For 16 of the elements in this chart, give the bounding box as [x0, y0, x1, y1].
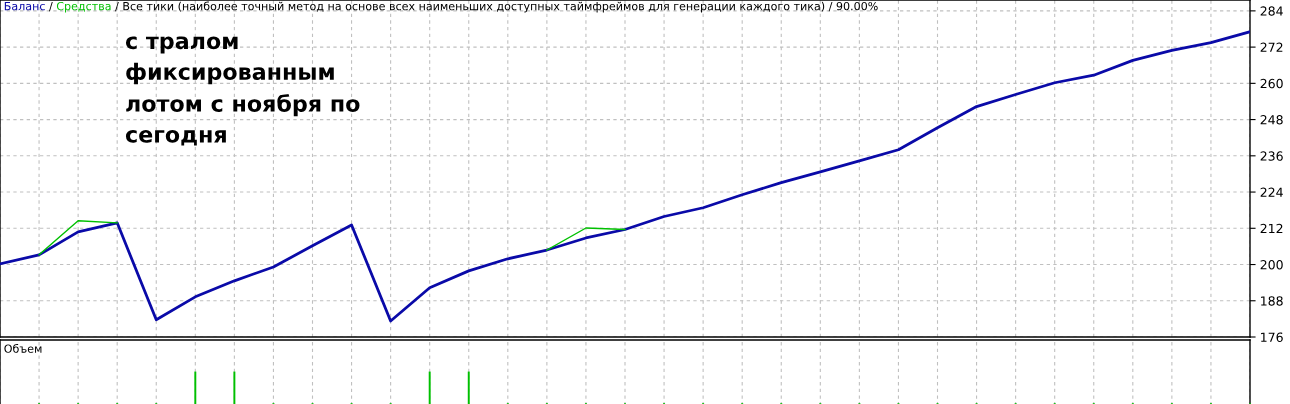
y-tick-label: 260	[1260, 78, 1283, 89]
text: Средства	[56, 1, 111, 13]
y-tick-label: 188	[1261, 296, 1283, 306]
chart-title: Объем	[4, 344, 42, 353]
y-tick-label: 176	[1261, 332, 1283, 342]
y-tick-label: 212	[1260, 223, 1283, 234]
y-tick-label: 224	[1260, 187, 1283, 197]
annotation: /	[49, 2, 53, 12]
y-tick-label: 236	[1260, 151, 1283, 161]
y-tick-label: 248	[1260, 115, 1283, 125]
chart-title: / Все тики (наиболее точный метод на основе всех наименьших доступных таймфреймов для генерации каждого тика) / 90.00%	[115, 1, 878, 13]
annotation: с тралом фиксированным лотом с ноября по сегодня	[125, 36, 360, 146]
y-tick-label: 284	[1260, 6, 1283, 16]
text: Баланс	[4, 2, 45, 11]
y-tick-label: 200	[1260, 260, 1283, 270]
y-tick-label: 272	[1260, 42, 1283, 52]
